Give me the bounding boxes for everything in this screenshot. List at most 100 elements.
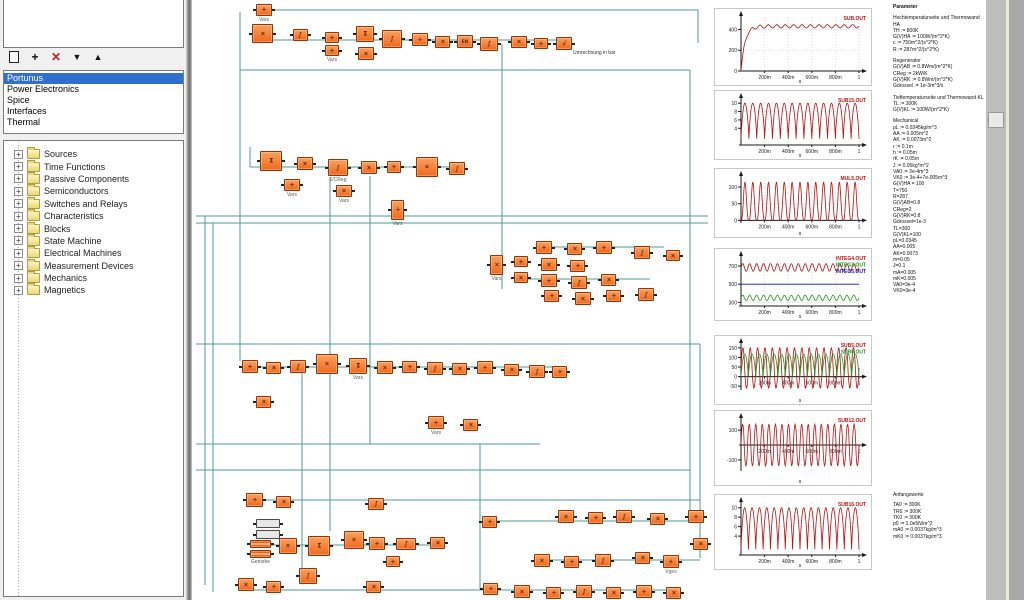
diagram-block[interactable]: ∫ xyxy=(379,30,405,48)
diagram-block[interactable]: × xyxy=(355,47,377,60)
diagram-block[interactable]: × xyxy=(313,354,341,374)
expand-plus-icon[interactable]: + xyxy=(14,186,23,196)
diagram-block[interactable]: + xyxy=(533,241,555,254)
diagram-block[interactable]: + xyxy=(263,581,284,593)
diagram-block[interactable]: × xyxy=(598,274,619,286)
diagram-block[interactable]: Σ xyxy=(257,151,285,171)
model-list-item-interfaces[interactable]: Interfaces xyxy=(7,106,47,116)
delete-model-button[interactable]: ✕ xyxy=(49,50,63,65)
diagram-block[interactable]: Σ xyxy=(353,26,377,42)
diagram-block[interactable]: × xyxy=(341,531,367,549)
diagram-block[interactable]: + xyxy=(567,260,588,272)
new-model-button[interactable] xyxy=(7,50,21,65)
diagram-block[interactable]: + xyxy=(425,416,447,429)
diagram-block[interactable]: × xyxy=(603,587,624,599)
diagram-block[interactable]: EN xyxy=(454,35,476,48)
diagram-block[interactable]: + xyxy=(633,585,655,598)
diagram-block[interactable]: × xyxy=(511,272,531,283)
diagram-block[interactable]: Σ xyxy=(305,536,333,556)
scope-chart-7[interactable]: 10 8 6 4 200m 400m 600m 800m 1 s SUB16.OUT xyxy=(714,494,872,570)
diagram-block[interactable]: × xyxy=(449,363,470,375)
diagram-block[interactable]: + xyxy=(474,361,496,374)
diagram-block[interactable]: × xyxy=(333,185,355,197)
diagram-block[interactable]: + xyxy=(366,537,388,550)
diagram-block[interactable]: ∫ xyxy=(325,159,351,176)
scope-chart-1[interactable]: 400 200 0 200m 400m 600m 800m 1 s SUB.OUT xyxy=(714,8,872,86)
diagram-block[interactable]: × xyxy=(413,157,441,177)
diagram-block[interactable]: × xyxy=(508,36,530,48)
model-list-item-power-electronics[interactable]: Power Electronics xyxy=(7,84,80,94)
diagram-block[interactable]: × xyxy=(690,538,711,550)
vertical-scrollbar[interactable] xyxy=(986,0,1006,600)
tree-item-state-machine[interactable]: + State Machine xyxy=(4,233,183,247)
diagram-block[interactable]: + xyxy=(593,241,615,254)
tree-item-mechanics[interactable]: + Mechanics xyxy=(4,271,183,284)
diagram-block[interactable]: × xyxy=(427,537,448,549)
expand-plus-icon[interactable]: + xyxy=(14,261,23,271)
diagram-block[interactable]: × xyxy=(572,292,594,305)
diagram-block[interactable]: + xyxy=(383,556,403,567)
tree-item-blocks[interactable]: + Blocks xyxy=(4,221,183,234)
diagram-block[interactable]: √ xyxy=(553,37,575,50)
diagram-block[interactable]: + xyxy=(399,361,420,373)
expand-plus-icon[interactable]: + xyxy=(14,224,23,234)
scope-chart-6[interactable]: 100 -100 200m 400m 600m 800m 1 s SUB12.OUT xyxy=(714,410,872,486)
scope-chart-3[interactable]: 100 50 0 200m 400m 600m 800m 1 s MUL5.OUT xyxy=(714,168,872,238)
tree-item-time-functions[interactable]: + Time Functions xyxy=(4,159,183,172)
diagram-block[interactable]: + xyxy=(543,587,564,599)
diagram-block[interactable]: × xyxy=(374,361,396,374)
diagram-block[interactable]: ∫ xyxy=(365,498,387,510)
diagram-block[interactable]: ∫ xyxy=(393,538,419,550)
expand-plus-icon[interactable]: + xyxy=(14,211,23,221)
move-up-button[interactable]: ▲ xyxy=(91,50,105,65)
diagram-block[interactable]: ∫ xyxy=(568,276,590,289)
diagram-block[interactable]: ∫ xyxy=(573,585,595,598)
diagram-block[interactable]: + xyxy=(480,583,501,595)
diagram-block[interactable]: Σ xyxy=(346,358,370,374)
striped-block[interactable] xyxy=(247,540,274,548)
diagram-block[interactable]: ∫ xyxy=(290,29,311,41)
library-tree[interactable]: + Sources + Time Functions + Passive Componen… xyxy=(3,140,184,597)
scope-chart-5[interactable]: 150 100 50 0 -50 200m 400m 600m 800m 1 s SUB5.OUT SU… xyxy=(714,335,872,405)
diagram-block[interactable]: ∫ xyxy=(526,365,548,378)
diagram-block[interactable]: ∫ xyxy=(446,162,468,175)
diagram-block[interactable]: + xyxy=(660,555,682,568)
expand-plus-icon[interactable]: + xyxy=(14,199,23,209)
diagram-block[interactable]: + xyxy=(281,179,303,191)
diagram-block[interactable]: × xyxy=(531,554,553,567)
model-list[interactable]: Portunus Power Electronics Spice Interfaces… xyxy=(3,70,184,134)
expand-plus-icon[interactable]: + xyxy=(14,149,23,159)
diagram-block[interactable]: ∫ xyxy=(613,510,635,523)
diagram-block[interactable]: ∫ xyxy=(296,568,320,584)
tree-item-switches-and-relays[interactable]: + Switches and Relays xyxy=(4,196,183,210)
model-list-item-thermal[interactable]: Thermal xyxy=(7,117,41,127)
expand-plus-icon[interactable]: + xyxy=(14,162,23,172)
diagram-block[interactable]: × xyxy=(294,157,316,170)
diagram-block[interactable]: × xyxy=(363,581,384,593)
expand-plus-icon[interactable]: + xyxy=(14,248,23,258)
tree-item-passive-components[interactable]: + Passive Components xyxy=(4,171,183,185)
diagram-block[interactable]: + xyxy=(511,256,531,267)
diagram-block[interactable]: × xyxy=(235,578,257,591)
tree-item-electrical-machines[interactable]: + Electrical Machines xyxy=(4,246,183,259)
diagram-block[interactable]: ∫ xyxy=(631,246,653,259)
scope-chart-2[interactable]: 10 8 6 4 200m 400m 600m 800m 1 s SUB15.OUT xyxy=(714,90,872,160)
diagram-block[interactable]: + xyxy=(685,510,707,523)
diagram-block[interactable]: ÷ xyxy=(388,200,407,220)
panel-splitter[interactable] xyxy=(186,0,192,600)
diagram-block[interactable]: × xyxy=(253,396,274,408)
diagram-block[interactable]: × xyxy=(487,255,506,275)
add-model-button[interactable]: + xyxy=(28,50,42,65)
diagram-block[interactable]: × xyxy=(432,36,453,48)
diagram-block[interactable]: × xyxy=(647,513,668,525)
diagram-block[interactable]: × xyxy=(501,364,522,376)
striped-block[interactable] xyxy=(247,550,274,558)
diagram-block[interactable]: ∫ xyxy=(424,362,446,375)
move-down-button[interactable]: ▼ xyxy=(70,50,84,65)
diagram-block[interactable]: × xyxy=(564,243,585,255)
tree-item-measurement-devices[interactable]: + Measurement Devices xyxy=(4,258,183,272)
indicator-block[interactable] xyxy=(253,530,283,539)
diagram-block[interactable]: × xyxy=(276,538,300,554)
diagram-block[interactable]: × xyxy=(663,250,683,261)
diagram-block[interactable]: ∫ xyxy=(592,554,614,567)
